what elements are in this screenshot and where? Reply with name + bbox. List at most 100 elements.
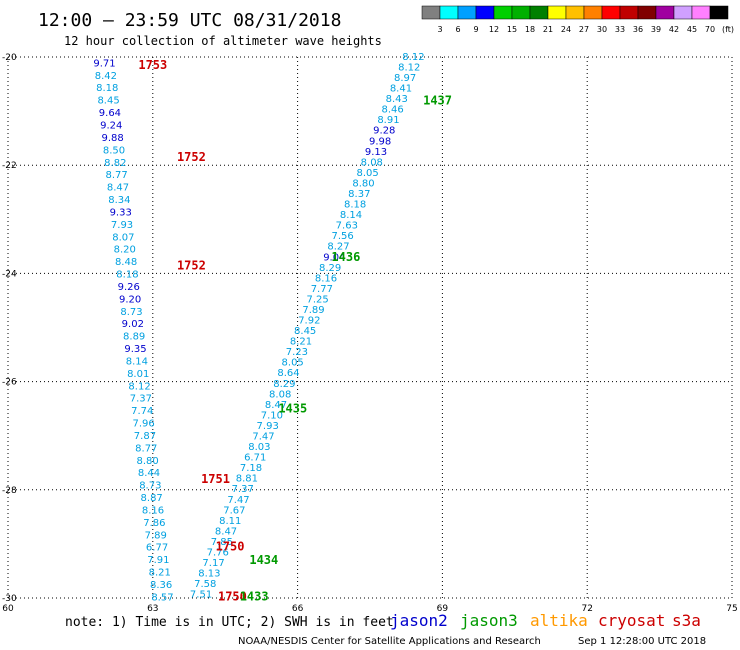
wave-height-point: 8.12 [402,52,424,63]
time-label: 1433 [240,589,269,603]
wave-height-point: 7.56 [332,231,354,242]
legend-cryosat: cryosat [598,611,665,630]
scale-swatch [421,5,441,20]
time-label: 1434 [249,553,278,567]
wave-height-point: 7.67 [223,505,245,516]
wave-height-point: 8.16 [315,273,337,284]
wave-height-point: 9.33 [110,207,132,218]
wave-height-point: 8.11 [219,516,241,527]
time-label: 1753 [138,58,167,72]
wave-height-point: 8.14 [340,210,362,221]
wave-height-point: 8.13 [198,569,220,580]
scale-swatch [475,5,495,20]
wave-height-point: 8.21 [149,568,171,579]
wave-height-point: 8.80 [352,178,374,189]
wave-height-point: 7.89 [302,305,324,316]
scale-label: 9 [473,25,478,34]
wave-height-point: 8.41 [390,84,412,95]
wave-height-point: 7.37 [130,394,152,405]
scale-swatch [529,5,549,20]
wave-height-point: 7.93 [257,421,279,432]
wave-height-point: 8.77 [106,170,128,181]
wave-height-point: 8.16 [142,505,164,516]
wave-height-point: 6.71 [244,453,266,464]
scale-label: 21 [543,25,553,34]
wave-height-point: 7.76 [207,547,229,558]
scale-swatch [637,5,657,20]
wave-height-point: 7.58 [194,579,216,590]
wave-height-point: 8.64 [277,368,299,379]
wave-height-point: 7.93 [111,220,133,231]
wave-height-point: 8.50 [103,145,125,156]
wave-height-point: 8.45 [294,326,316,337]
time-label: 1752 [177,258,206,272]
wave-height-point: 8.81 [236,474,258,485]
wave-height-point: 7.92 [298,316,320,327]
scale-swatch [601,5,621,20]
wave-height-point: 9.20 [119,294,141,305]
wave-height-point: 7.37 [232,484,254,495]
time-label: 1752 [177,150,206,164]
x-tick-label: 75 [726,604,737,614]
legend-altika: altika [530,611,588,630]
wave-height-point: 7.17 [202,558,224,569]
wave-height-point: 8.08 [361,157,383,168]
wave-height-point: 8.18 [116,270,138,281]
footer-timestamp: Sep 1 12:28:00 UTC 2018 [578,636,706,647]
wave-height-point: 8.07 [112,232,134,243]
wave-height-point: 8.91 [377,115,399,126]
wave-height-point: 8.27 [327,242,349,253]
wave-height-point: 8.82 [104,158,126,169]
wave-height-point: 8.18 [96,83,118,94]
x-tick-label: 69 [437,604,449,614]
scale-swatch [565,5,585,20]
scale-swatch [691,5,711,20]
y-tick-label: -24 [2,269,17,279]
scale-label: 24 [561,25,571,34]
scale-label: 30 [597,25,607,34]
time-labels: 1753 1752 1752 1751 1750 1750 1437 1436 1435 1434… [138,58,452,603]
x-tick-label: 72 [581,604,592,614]
x-tick-label: 66 [292,604,304,614]
wave-height-point: 8.47 [107,183,129,194]
axis-tick-labels: 60 63 66 69 72 75 -20 -22 -24 -26 -28 -30 [2,53,738,614]
wave-height-point: 8.34 [108,195,130,206]
wave-height-point: 8.01 [127,369,149,380]
wave-height-point: 9.02 [122,319,144,330]
y-tick-label: -26 [2,378,17,388]
x-tick-label: 63 [147,604,158,614]
scale-label: 42 [669,25,679,34]
scale-label: (ft) [722,25,734,34]
wave-height-point: 7.47 [252,432,274,443]
wave-height-point: 9.28 [373,126,395,137]
footer-note: note: 1) Time is in UTC; 2) SWH is in fe… [65,615,394,630]
wave-height-point: 8.97 [394,73,416,84]
x-tick-label: 60 [2,604,14,614]
wave-height-point: 7.86 [143,518,165,529]
scale-swatch [547,5,567,20]
chart-title: 12:00 – 23:59 UTC 08/31/2018 [38,10,341,31]
wave-height-point: 7.74 [131,406,153,417]
scale-label: 33 [615,25,625,34]
wave-height-point: 8.05 [282,358,304,369]
legend-s3a: s3a [672,611,701,630]
wave-height-point: 8.18 [344,200,366,211]
wave-height-point: 8.20 [114,245,136,256]
wave-height-point: 8.29 [319,263,341,274]
wave-height-point: 8.44 [138,468,160,479]
wave-height-point: 8.12 [128,381,150,392]
scale-label: 15 [507,25,517,34]
scale-swatch [619,5,639,20]
wave-height-point: 8.36 [150,580,172,591]
time-label: 1435 [278,402,307,416]
scale-swatch [655,5,675,20]
wave-height-point: 8.45 [97,96,119,107]
scale-swatch [439,5,459,20]
scale-label: 12 [489,25,499,34]
satellite-legend: jason2 jason3 altika cryosat s3a [390,611,701,630]
wave-height-point: 9.24 [100,120,122,131]
wave-height-point: 7.85 [211,537,233,548]
wave-height-point: 9.88 [101,133,123,144]
scale-label: 39 [651,25,661,34]
